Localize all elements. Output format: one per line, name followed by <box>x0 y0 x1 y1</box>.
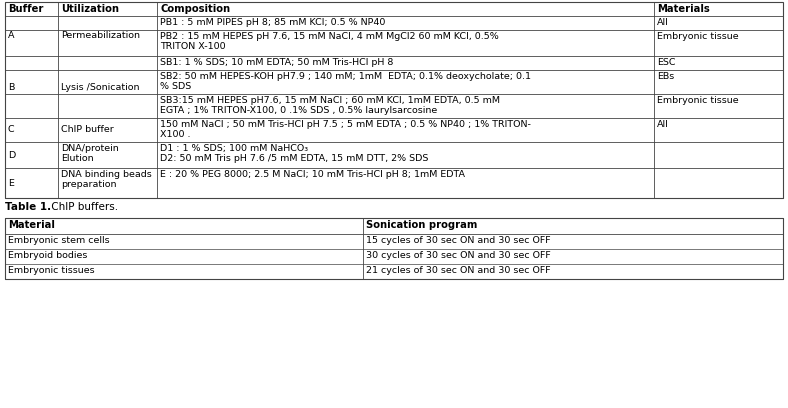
Text: Sonication program: Sonication program <box>366 220 478 230</box>
Text: D: D <box>8 151 15 160</box>
Text: Table 1.: Table 1. <box>5 202 51 212</box>
Text: D1 : 1 % SDS; 100 mM NaHCO₃
D2: 50 mM Tris pH 7.6 /5 mM EDTA, 15 mM DTT, 2% SDS: D1 : 1 % SDS; 100 mM NaHCO₃ D2: 50 mM Tr… <box>161 144 429 163</box>
Text: ChIP buffers.: ChIP buffers. <box>48 202 118 212</box>
Text: 150 mM NaCl ; 50 mM Tris-HCl pH 7.5 ; 5 mM EDTA ; 0.5 % NP40 ; 1% TRITON-
X100 .: 150 mM NaCl ; 50 mM Tris-HCl pH 7.5 ; 5 … <box>161 120 531 140</box>
Text: B: B <box>8 82 14 91</box>
Text: C: C <box>8 126 15 135</box>
Text: 30 cycles of 30 sec ON and 30 sec OFF: 30 cycles of 30 sec ON and 30 sec OFF <box>366 251 551 260</box>
Text: Materials: Materials <box>657 4 710 14</box>
Text: DNA binding beads
preparation: DNA binding beads preparation <box>61 170 151 189</box>
Text: SB3:15 mM HEPES pH7.6, 15 mM NaCl ; 60 mM KCl, 1mM EDTA, 0.5 mM
EGTA ; 1% TRITON: SB3:15 mM HEPES pH7.6, 15 mM NaCl ; 60 m… <box>161 96 500 115</box>
Text: E: E <box>8 179 14 188</box>
Text: Lysis /Sonication: Lysis /Sonication <box>61 82 139 91</box>
Text: EBs: EBs <box>657 72 674 81</box>
Text: Utilization: Utilization <box>61 4 119 14</box>
Text: Embryonic tissue: Embryonic tissue <box>657 96 738 105</box>
Text: Embryoid bodies: Embryoid bodies <box>8 251 87 260</box>
Text: All: All <box>657 18 668 27</box>
Text: PB2 : 15 mM HEPES pH 7.6, 15 mM NaCl, 4 mM MgCl2 60 mM KCl, 0.5%
TRITON X-100: PB2 : 15 mM HEPES pH 7.6, 15 mM NaCl, 4 … <box>161 32 500 51</box>
Text: E : 20 % PEG 8000; 2.5 M NaCl; 10 mM Tris-HCl pH 8; 1mM EDTA: E : 20 % PEG 8000; 2.5 M NaCl; 10 mM Tri… <box>161 170 466 179</box>
Text: SB2: 50 mM HEPES-KOH pH7.9 ; 140 mM; 1mM  EDTA; 0.1% deoxycholate; 0.1
% SDS: SB2: 50 mM HEPES-KOH pH7.9 ; 140 mM; 1mM… <box>161 72 531 91</box>
Text: Embryonic tissues: Embryonic tissues <box>8 266 95 275</box>
Text: Buffer: Buffer <box>8 4 43 14</box>
Bar <box>5 218 783 279</box>
Text: ChIP buffer: ChIP buffer <box>61 126 113 135</box>
Text: DNA/protein
Elution: DNA/protein Elution <box>61 144 119 163</box>
Bar <box>5 2 783 198</box>
Text: 15 cycles of 30 sec ON and 30 sec OFF: 15 cycles of 30 sec ON and 30 sec OFF <box>366 236 551 245</box>
Text: Permeabilization: Permeabilization <box>61 31 140 40</box>
Text: Embryonic tissue: Embryonic tissue <box>657 32 738 41</box>
Text: Embryonic stem cells: Embryonic stem cells <box>8 236 110 245</box>
Text: 21 cycles of 30 sec ON and 30 sec OFF: 21 cycles of 30 sec ON and 30 sec OFF <box>366 266 551 275</box>
Text: ESC: ESC <box>657 58 675 67</box>
Text: A: A <box>8 31 14 40</box>
Text: Material: Material <box>8 220 55 230</box>
Text: SB1: 1 % SDS; 10 mM EDTA; 50 mM Tris-HCl pH 8: SB1: 1 % SDS; 10 mM EDTA; 50 mM Tris-HCl… <box>161 58 394 67</box>
Text: PB1 : 5 mM PIPES pH 8; 85 mM KCl; 0.5 % NP40: PB1 : 5 mM PIPES pH 8; 85 mM KCl; 0.5 % … <box>161 18 386 27</box>
Text: Composition: Composition <box>161 4 231 14</box>
Text: All: All <box>657 120 668 129</box>
